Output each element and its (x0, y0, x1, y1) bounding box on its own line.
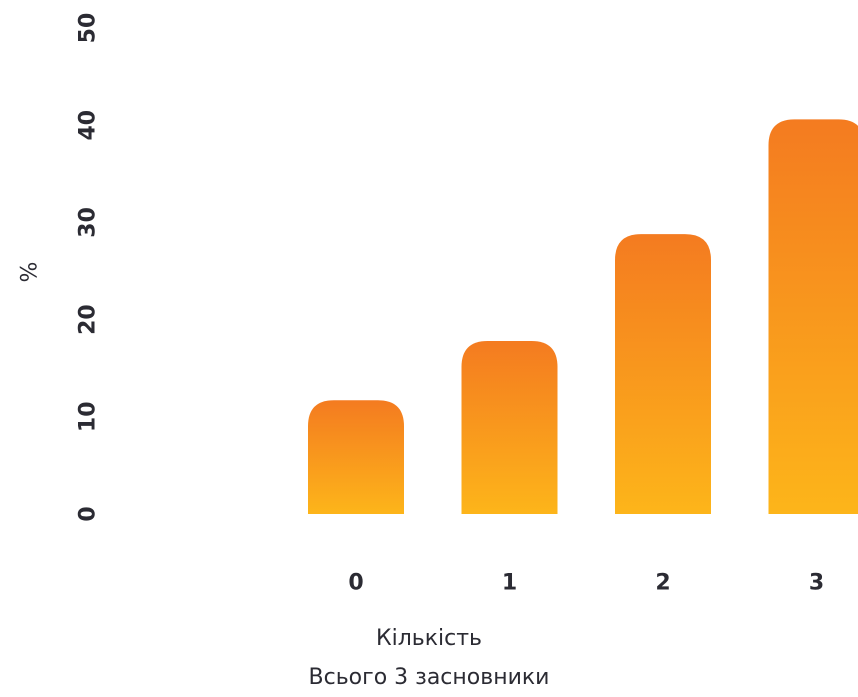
x-tick-label: 0 (348, 571, 363, 596)
y-tick-label: 20 (76, 304, 101, 335)
x-tick-label: 2 (655, 571, 670, 596)
x-axis-ticks: 0 1 2 3 (348, 571, 824, 596)
bar-2 (615, 234, 711, 514)
x-axis-label: Кількість (375, 626, 483, 651)
y-axis-ticks: 0 10 20 30 40 50 (76, 13, 101, 522)
x-tick-label: 3 (809, 571, 824, 596)
y-tick-label: 40 (76, 110, 101, 141)
y-tick-label: 10 (76, 401, 101, 432)
y-tick-label: 50 (76, 13, 101, 44)
x-tick-label: 1 (502, 571, 517, 596)
chart-subtitle: Всього 3 засновники (308, 665, 550, 690)
y-tick-label: 30 (76, 207, 101, 238)
bar-1 (461, 340, 558, 514)
y-axis-label: % (18, 262, 43, 283)
bar-3 (768, 119, 858, 514)
bar-0 (308, 400, 404, 514)
y-tick-label: 0 (76, 506, 101, 521)
bars (308, 119, 858, 514)
